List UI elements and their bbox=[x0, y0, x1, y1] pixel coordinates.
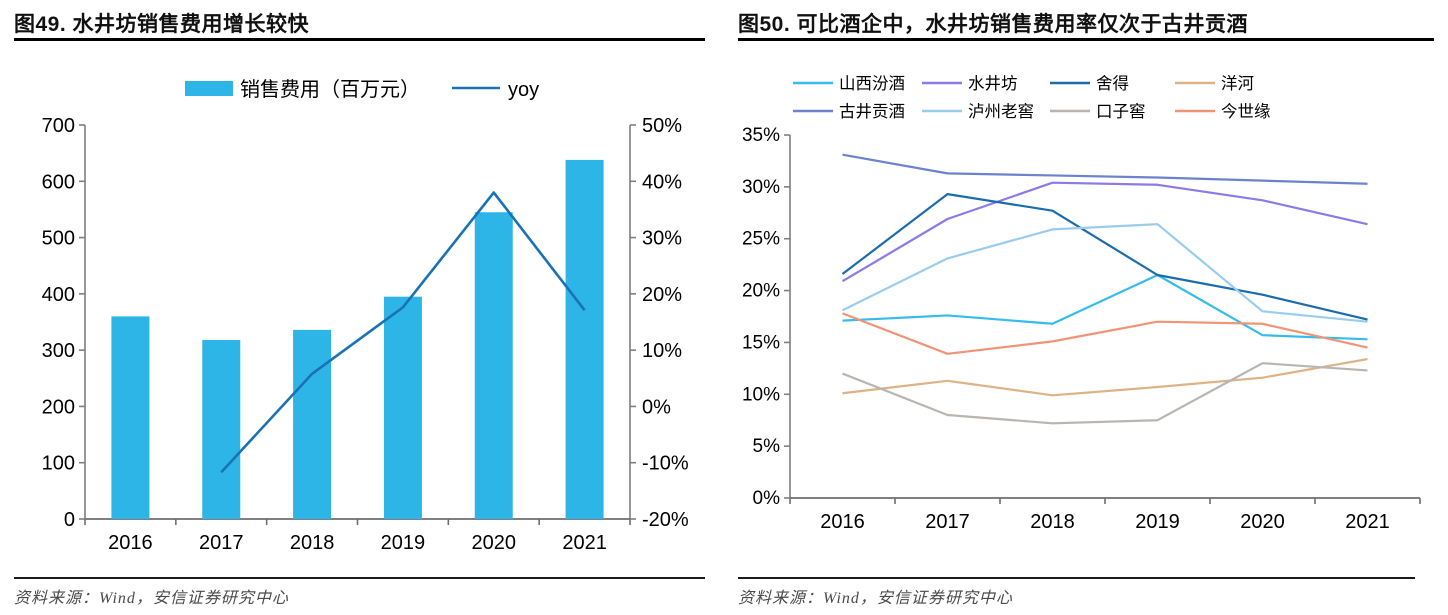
x-axis-label: 2020 bbox=[472, 532, 517, 554]
legend-item-0: 山西汾酒 bbox=[839, 74, 905, 93]
legend-item-yoy: yoy bbox=[508, 79, 539, 101]
sales-expense-bar-2020 bbox=[474, 212, 513, 519]
right-axis-label: 10% bbox=[642, 340, 682, 362]
sales-expense-bar-2019 bbox=[383, 296, 422, 519]
right-axis-label: 40% bbox=[642, 171, 682, 193]
y-axis-label: 30% bbox=[742, 177, 780, 198]
sales-expense-bar-2016 bbox=[111, 316, 150, 519]
left-axis-label: 200 bbox=[42, 396, 75, 418]
left-axis-label: 600 bbox=[42, 171, 75, 193]
x-axis-label: 2016 bbox=[820, 511, 865, 533]
series-line-3 bbox=[842, 357, 1368, 397]
legend-item-7: 今世缘 bbox=[1221, 102, 1271, 121]
x-axis-label: 2019 bbox=[1135, 511, 1180, 533]
left-axis-label: 500 bbox=[42, 228, 75, 250]
left-axis-label: 700 bbox=[42, 115, 75, 137]
right-axis-label: 0% bbox=[642, 396, 671, 418]
legend-item-3: 洋河 bbox=[1221, 74, 1254, 93]
figure-49-source: 资料来源：Wind，安信证券研究中心 bbox=[14, 590, 289, 607]
x-axis-label: 2021 bbox=[562, 532, 607, 554]
figure-49-title-underline bbox=[14, 38, 705, 41]
series-line-4 bbox=[842, 153, 1368, 185]
y-axis-label: 0% bbox=[753, 488, 781, 509]
yoy-line bbox=[220, 191, 586, 474]
left-axis-label: 100 bbox=[42, 453, 75, 475]
y-axis-label: 20% bbox=[742, 281, 780, 302]
x-axis-label: 2018 bbox=[1030, 511, 1075, 533]
figure-49-panel: 图49. 水井坊销售费用增长较快 700 600 500 400 300 200 100 0 5… bbox=[14, 13, 705, 607]
right-axis-label: 20% bbox=[642, 284, 682, 306]
series-line-1 bbox=[841, 181, 1368, 283]
sales-expense-bar-2017 bbox=[202, 340, 241, 519]
right-axis-label: -10% bbox=[642, 453, 689, 475]
legend-item-1: 水井坊 bbox=[968, 74, 1018, 93]
y-axis-label: 35% bbox=[742, 125, 780, 146]
legend-item-6: 口子窖 bbox=[1096, 102, 1146, 121]
expense-ratio-line-chart: 35% 30% 25% 20% 15% 10% 5% 0% 2016 2017 2018 2019 20… bbox=[742, 74, 1421, 533]
left-axis-label: 300 bbox=[42, 340, 75, 362]
sales-expense-bar-2018 bbox=[293, 329, 332, 519]
y-axis-label: 5% bbox=[753, 436, 781, 457]
series-line-6 bbox=[842, 362, 1368, 425]
legend-item-2: 舍得 bbox=[1096, 74, 1129, 93]
left-axis-label: 400 bbox=[42, 284, 75, 306]
series-line-7 bbox=[842, 312, 1368, 355]
figure-50-source: 资料来源：Wind，安信证券研究中心 bbox=[738, 590, 1013, 607]
x-axis-label: 2016 bbox=[108, 532, 153, 554]
figure-50-title-underline bbox=[738, 38, 1434, 41]
x-axis-label: 2017 bbox=[925, 511, 970, 533]
x-axis-label: 2020 bbox=[1240, 511, 1285, 533]
left-axis-label: 0 bbox=[64, 509, 75, 531]
legend-item-4: 古井贡酒 bbox=[839, 102, 905, 121]
series-line-5 bbox=[842, 223, 1368, 323]
sales-expense-bar-2021 bbox=[565, 159, 604, 519]
figure-50-title: 图50. 可比酒企中，水井坊销售费用率仅次于古井贡酒 bbox=[738, 13, 1249, 36]
figure-49-title: 图49. 水井坊销售费用增长较快 bbox=[14, 13, 310, 36]
x-axis-label: 2019 bbox=[381, 532, 426, 554]
figure-49-source-rule bbox=[14, 577, 705, 579]
y-axis-label: 25% bbox=[742, 229, 780, 250]
y-axis-label: 15% bbox=[742, 332, 780, 353]
right-axis-label: 30% bbox=[642, 228, 682, 250]
series-line-0 bbox=[842, 273, 1368, 341]
y-axis-label: 10% bbox=[742, 384, 780, 405]
x-axis-label: 2018 bbox=[290, 532, 335, 554]
x-axis-label: 2017 bbox=[199, 532, 244, 554]
legend-item-5: 泸州老窖 bbox=[968, 102, 1034, 121]
figure-50-source-rule bbox=[738, 577, 1415, 579]
x-axis-label: 2021 bbox=[1345, 511, 1390, 533]
right-axis-label: 50% bbox=[642, 115, 682, 137]
figure-50-panel: 图50. 可比酒企中，水井坊销售费用率仅次于古井贡酒 35% 30% 25% 20% 1… bbox=[724, 0, 1448, 615]
right-axis-label: -20% bbox=[642, 509, 689, 531]
legend-bar-swatch bbox=[185, 81, 233, 96]
series-line-2 bbox=[841, 193, 1368, 321]
legend-item-sales-expense: 销售费用（百万元） bbox=[240, 78, 420, 101]
sales-expense-combo-chart: 700 600 500 400 300 200 100 0 50% 40% 30% 20% 10% 0% -… bbox=[42, 78, 689, 554]
